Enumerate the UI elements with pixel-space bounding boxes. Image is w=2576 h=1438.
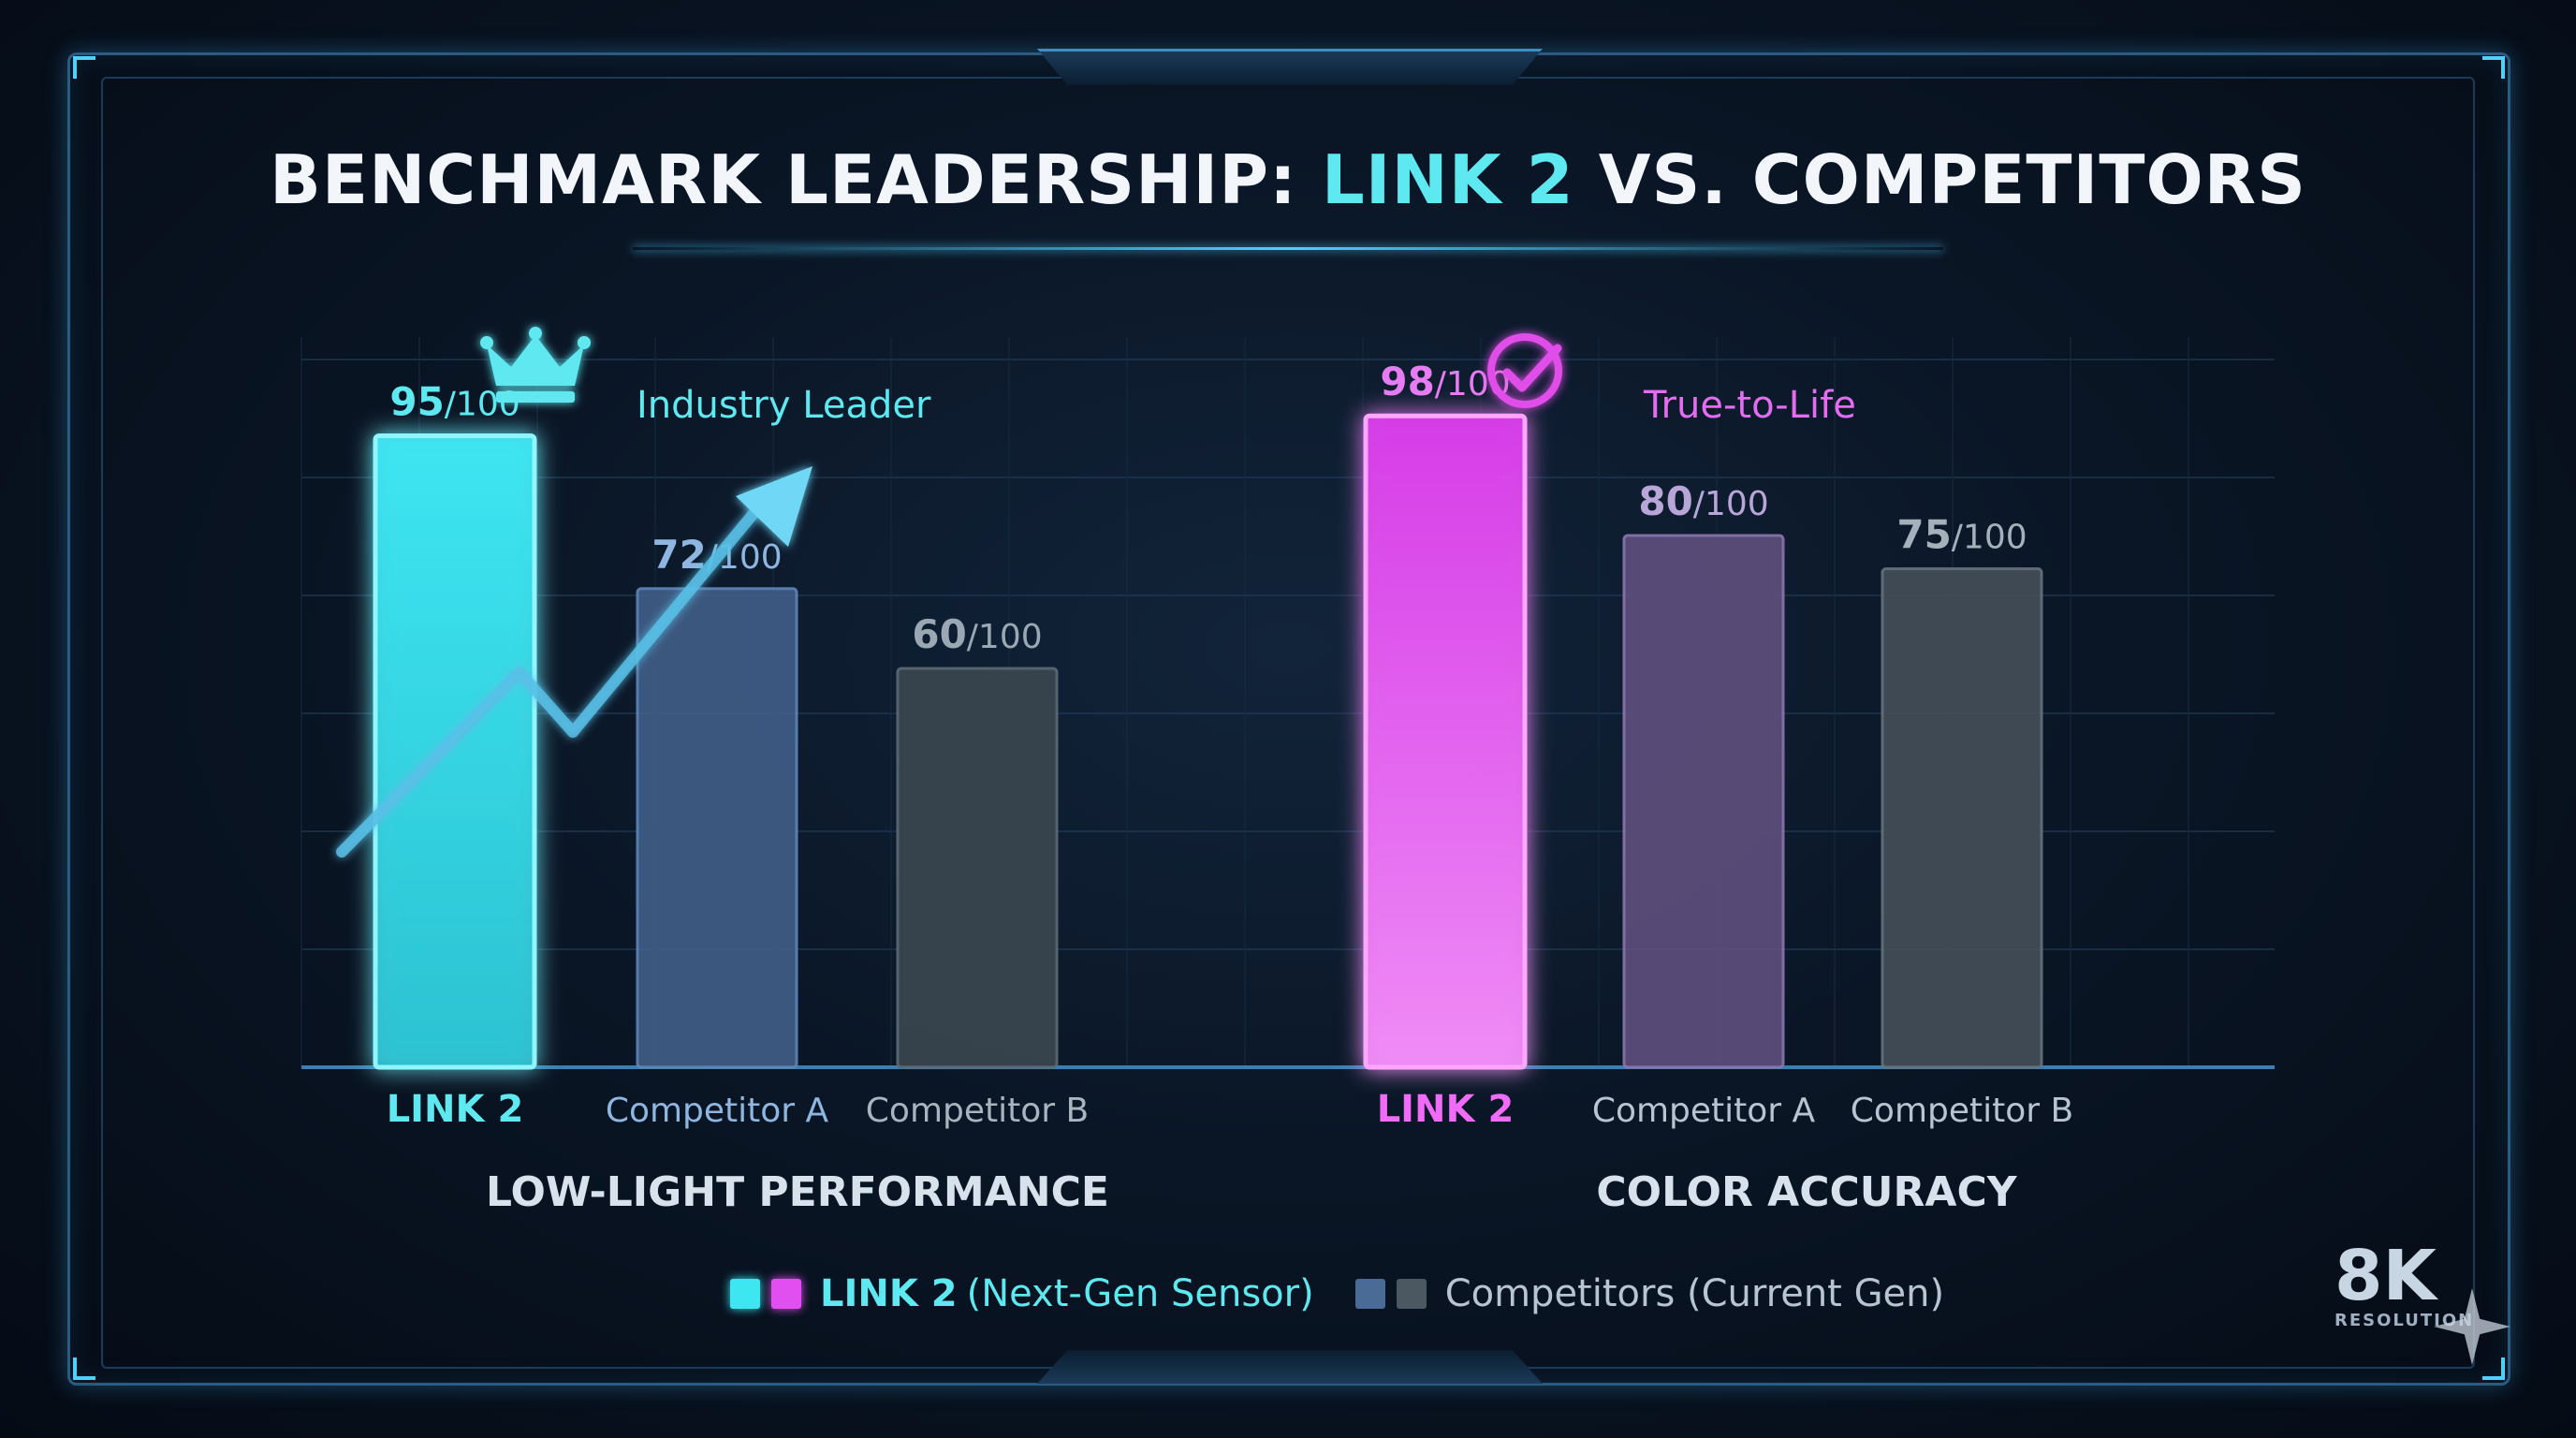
legend-swatch-gray	[1396, 1279, 1427, 1309]
bar-color-link-2	[1363, 413, 1528, 1070]
corner-accent	[2482, 56, 2505, 79]
corner-accent	[2482, 1357, 2505, 1380]
legend-link2-desc: (Next-Gen Sensor)	[966, 1272, 1314, 1315]
value-number: 80	[1638, 478, 1692, 524]
badge-big-text: 8K	[2334, 1236, 2437, 1316]
legend-swatch-cyan	[730, 1279, 760, 1309]
legend-link2-name: LINK 2	[820, 1272, 958, 1315]
bar-lowlight-competitor-b	[896, 667, 1059, 1069]
value-label: 80/100	[1638, 478, 1768, 524]
check-circle-icon	[1487, 333, 1562, 408]
frame-tab-bottom	[1037, 1350, 1543, 1384]
bar-color-competitor-b	[1881, 567, 2043, 1069]
crown-icon	[480, 327, 591, 403]
category-label: Competitor B	[1851, 1092, 2073, 1130]
value-number: 98	[1380, 359, 1434, 404]
bar-lowlight-competitor-a	[636, 587, 798, 1069]
corner-accent	[73, 56, 95, 79]
value-label: 60/100	[912, 611, 1042, 657]
title-prefix: BENCHMARK LEADERSHIP:	[270, 140, 1322, 219]
group-title: COLOR ACCURACY	[1596, 1168, 2017, 1216]
value-number: 60	[912, 611, 966, 657]
category-label: Competitor B	[866, 1092, 1089, 1130]
badge-small-text: RESOLUTION	[2334, 1311, 2475, 1330]
value-number: 72	[651, 532, 706, 578]
value-suffix: /100	[1952, 519, 2027, 557]
value-label: 95/100	[389, 379, 520, 425]
legend-swatch-blue	[1354, 1279, 1385, 1309]
bars-layer: 95/100 LINK 2 72/100 Competitor A 60/100 Comp…	[373, 359, 2073, 1216]
corner-accent	[73, 1357, 95, 1380]
value-number: 95	[389, 379, 444, 425]
legend: LINK 2 (Next-Gen Sensor) Competitors (Cu…	[730, 1266, 1944, 1322]
title-highlight: LINK 2	[1321, 140, 1574, 219]
category-label: LINK 2	[1377, 1088, 1515, 1131]
value-label: 98/100	[1380, 359, 1510, 404]
value-number: 75	[1896, 512, 1951, 558]
value-suffix: /100	[1693, 485, 1769, 523]
annotation-label: True-to-Life	[1643, 384, 1856, 427]
group-title: LOW-LIGHT PERFORMANCE	[486, 1168, 1109, 1216]
resolution-badge: 8K RESOLUTION	[2334, 1241, 2475, 1344]
title-underline	[633, 247, 1943, 250]
title-suffix: VS. COMPETITORS	[1573, 140, 2306, 219]
category-label: LINK 2	[387, 1088, 524, 1131]
category-label: Competitor A	[606, 1092, 829, 1130]
legend-competitors-label: Competitors (Current Gen)	[1444, 1272, 1945, 1315]
value-label: 75/100	[1896, 512, 2027, 558]
chart-title: BENCHMARK LEADERSHIP: LINK 2 VS. COMPETI…	[0, 140, 2576, 219]
value-suffix: /100	[967, 618, 1043, 656]
bar-color-competitor-a	[1622, 534, 1785, 1069]
bar-lowlight-link-2	[373, 433, 537, 1070]
trend-arrow-icon	[336, 466, 812, 858]
legend-swatch-magenta	[771, 1279, 801, 1309]
frame-tab-top	[1037, 49, 1543, 85]
value-suffix: /100	[445, 386, 520, 424]
annotation-label: Industry Leader	[637, 384, 931, 427]
category-label: Competitor A	[1592, 1092, 1816, 1130]
